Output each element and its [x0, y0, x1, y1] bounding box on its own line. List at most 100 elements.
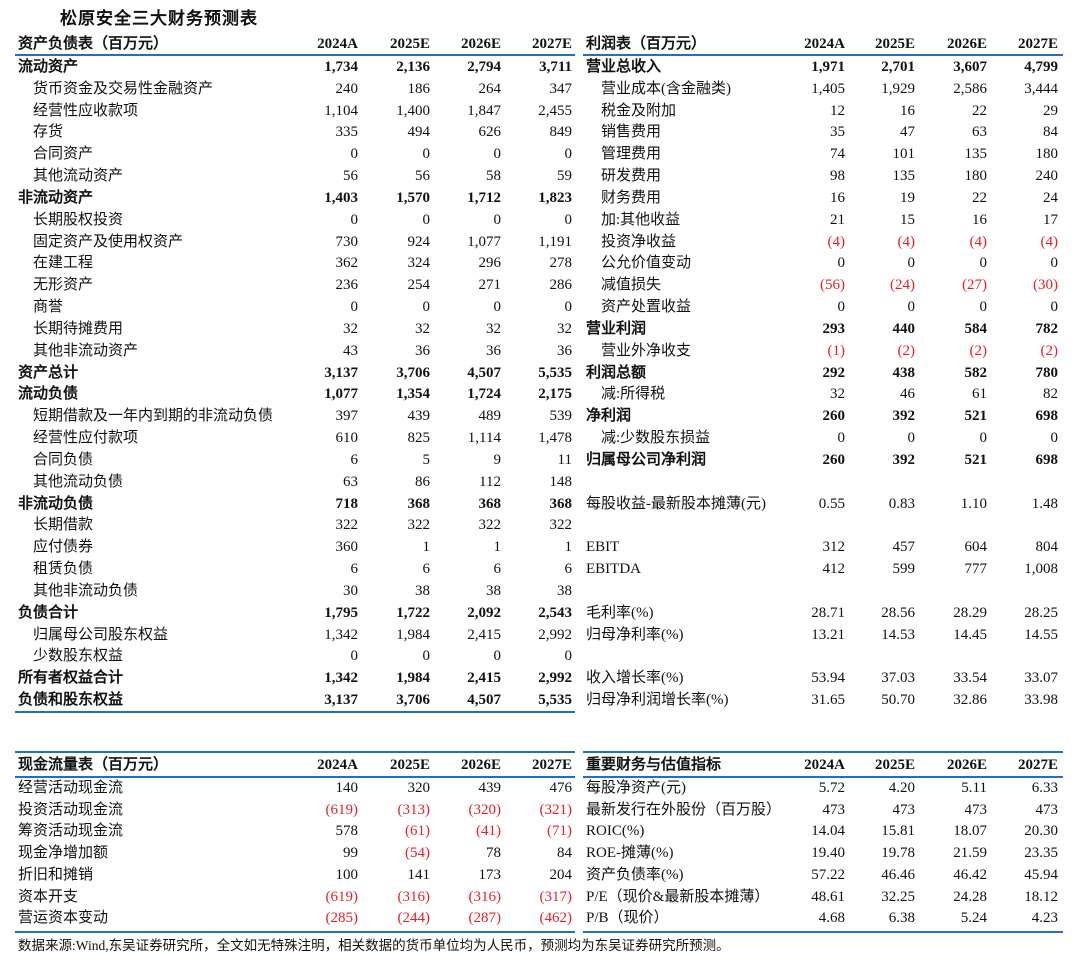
table-header-title: 利润表（百万元）	[586, 36, 707, 52]
table-row: 税金及附加 12 16 22 29	[583, 100, 1063, 122]
cell-2026E: 14.45	[953, 626, 987, 643]
cell-2025E: 4.20	[888, 780, 915, 796]
cell-2026E: 24.28	[953, 888, 987, 905]
cell-2027E: 20.30	[1024, 823, 1058, 840]
row-label: 减:少数股东损益	[601, 430, 711, 447]
cell-2024A: 13.21	[811, 626, 845, 643]
cell-2027E: 286	[549, 277, 573, 294]
cell-2027E: 148	[549, 473, 573, 490]
table-row: 无形资产 236 254 271 286	[15, 274, 575, 296]
cell-2025E: 135	[892, 168, 916, 185]
cell-2024A: 260	[822, 408, 846, 425]
cell-2024A: 236	[335, 277, 359, 294]
cell-2026E: 1.10	[960, 495, 987, 512]
table-row: 应付债券 360 1 1 1	[15, 536, 575, 558]
cell-2026E: (2)	[969, 342, 988, 359]
table-row: 折旧和摊销 100 141 173 204	[15, 864, 575, 886]
cell-2027E: 2,455	[538, 102, 572, 119]
cell-2026E: 173	[478, 866, 502, 883]
cell-2025E: 46.46	[881, 866, 915, 883]
table-row: 流动负债 1,077 1,354 1,724 2,175	[15, 383, 575, 405]
cell-2025E: 3,706	[396, 364, 430, 381]
cell-2027E: 0	[1050, 430, 1059, 447]
cell-2027E: 3,444	[1024, 80, 1058, 97]
cell-2026E: 78	[486, 845, 501, 862]
cell-2025E: 1,400	[396, 102, 430, 119]
cell-2026E: (4)	[969, 233, 988, 250]
cell-2024A: 0	[350, 211, 359, 228]
row-label: 存货	[33, 124, 64, 141]
row-label: 非流动资产	[18, 189, 94, 206]
cell-2024A: 362	[335, 255, 359, 272]
row-label: 非流动负债	[18, 495, 94, 512]
cell-2026E: 61	[972, 386, 987, 403]
cell-2024A: 4.68	[818, 910, 845, 927]
cell-2024A: 1,077	[324, 386, 358, 403]
cell-2026E: 2,415	[467, 670, 501, 687]
table-header-title: 重要财务与估值指标	[586, 757, 722, 773]
cell-2027E: 0	[1050, 255, 1059, 272]
cell-2026E: (316)	[468, 888, 502, 905]
cell-2026E: 5.24	[960, 910, 987, 927]
cell-2025E: 28.56	[881, 604, 915, 621]
table-header-title: 现金流量表（百万元）	[18, 757, 169, 773]
year-header-2025E: 2025E	[389, 36, 430, 52]
row-label: 财务费用	[601, 189, 662, 206]
row-label: 投资活动现金流	[18, 801, 124, 818]
cell-2027E: 4,799	[1024, 59, 1058, 75]
cell-2026E: 28.29	[953, 604, 987, 621]
cell-2027E: 1,008	[1024, 561, 1058, 578]
year-header-2027E: 2027E	[531, 757, 572, 773]
row-label: 在建工程	[33, 255, 94, 272]
row-label: 折旧和摊销	[18, 866, 94, 883]
cell-2026E: 0	[493, 648, 502, 665]
cell-2024A: 473	[822, 801, 846, 818]
cell-2027E: (4)	[1040, 233, 1059, 250]
cell-2027E: 368	[549, 495, 573, 512]
cell-2026E: 2,415	[467, 626, 501, 643]
cell-2025E: 825	[407, 430, 431, 447]
cell-2027E: 84	[557, 845, 572, 862]
cell-2026E: 135	[964, 146, 988, 163]
cell-2025E: 141	[407, 866, 431, 883]
row-label: 公允价值变动	[601, 255, 692, 272]
table-header: 资产负债表（百万元） 2024A 2025E 2026E 2027E	[15, 33, 575, 55]
table-row: 商誉 0 0 0 0	[15, 296, 575, 318]
cell-2027E: (2)	[1040, 342, 1059, 359]
cell-2026E: 0	[493, 211, 502, 228]
cell-2027E: 14.55	[1024, 626, 1058, 643]
cell-2026E: 63	[972, 124, 987, 141]
cell-2027E: 0	[1050, 299, 1059, 316]
table-row: 其他流动负债 63 86 112 148	[15, 471, 575, 493]
cell-2025E: 6.38	[888, 910, 915, 927]
row-label: 资产负债率(%)	[586, 866, 684, 883]
year-header-2024A: 2024A	[317, 757, 358, 773]
cell-2024A: 322	[335, 517, 359, 534]
row-label: 筹资活动现金流	[18, 823, 124, 840]
row-label: 合同负债	[33, 451, 94, 468]
table-row: 研发费用 98 135 180 240	[583, 165, 1063, 187]
table-row: 其他非流动负债 30 38 38 38	[15, 580, 575, 602]
cell-2025E: 1,570	[396, 189, 430, 206]
cell-2027E: 204	[549, 866, 573, 883]
cell-2024A: 1,342	[324, 670, 358, 687]
cell-2025E: 0	[422, 211, 431, 228]
row-label: 减:所得税	[601, 386, 666, 403]
cell-2026E: 2,794	[467, 59, 501, 75]
cell-2026E: (320)	[468, 801, 502, 818]
cell-2024A: 0	[350, 146, 359, 163]
cell-2024A: 3,137	[324, 692, 358, 709]
cell-2025E: 50.70	[881, 692, 915, 709]
header-divider	[15, 54, 575, 56]
row-label: 经营活动现金流	[18, 780, 124, 796]
cell-2025E: 440	[892, 320, 916, 337]
cell-2024A: (1)	[827, 342, 846, 359]
cell-2026E: 439	[478, 780, 502, 796]
cell-2025E: 6	[422, 561, 431, 578]
cell-2025E: 439	[407, 408, 431, 425]
row-label: 营业成本(含金融类)	[601, 80, 731, 97]
cell-2026E: 5.11	[961, 780, 987, 796]
table-row: 其他流动资产 56 56 58 59	[15, 165, 575, 187]
row-label: 归母净利率(%)	[586, 626, 684, 643]
table-row: 在建工程 362 324 296 278	[15, 252, 575, 274]
